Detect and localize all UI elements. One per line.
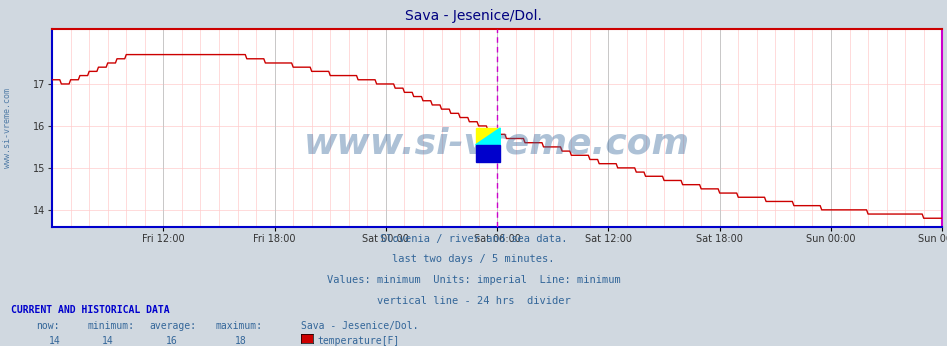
Text: www.si-vreme.com: www.si-vreme.com [304, 127, 690, 161]
Text: minimum:: minimum: [87, 321, 134, 331]
Text: www.si-vreme.com: www.si-vreme.com [3, 88, 12, 168]
Bar [475, 145, 500, 162]
Text: 14: 14 [102, 336, 114, 346]
Polygon shape [475, 128, 500, 145]
Text: CURRENT AND HISTORICAL DATA: CURRENT AND HISTORICAL DATA [11, 305, 170, 315]
Text: last two days / 5 minutes.: last two days / 5 minutes. [392, 254, 555, 264]
Text: now:: now: [36, 321, 60, 331]
Text: average:: average: [150, 321, 197, 331]
Text: maximum:: maximum: [216, 321, 263, 331]
Text: 16: 16 [166, 336, 177, 346]
Text: Sava - Jesenice/Dol.: Sava - Jesenice/Dol. [405, 9, 542, 22]
Text: vertical line - 24 hrs  divider: vertical line - 24 hrs divider [377, 296, 570, 306]
Text: Slovenia / river and sea data.: Slovenia / river and sea data. [380, 234, 567, 244]
Text: temperature[F]: temperature[F] [317, 336, 400, 346]
Text: Values: minimum  Units: imperial  Line: minimum: Values: minimum Units: imperial Line: mi… [327, 275, 620, 285]
Text: 18: 18 [235, 336, 246, 346]
Text: Sava - Jesenice/Dol.: Sava - Jesenice/Dol. [301, 321, 419, 331]
Text: 14: 14 [49, 336, 61, 346]
Polygon shape [475, 128, 500, 145]
